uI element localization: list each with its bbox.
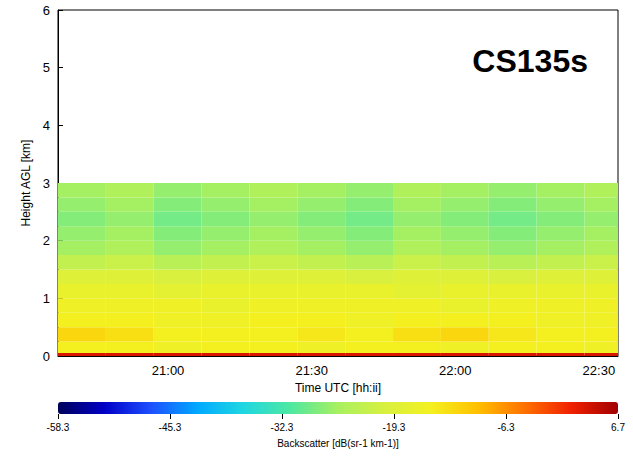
svg-text:3: 3: [43, 176, 50, 191]
svg-text:2: 2: [43, 233, 50, 248]
svg-text:0: 0: [43, 349, 50, 364]
svg-text:-45.3: -45.3: [159, 422, 182, 433]
svg-text:6: 6: [43, 3, 50, 18]
svg-text:-32.3: -32.3: [271, 422, 294, 433]
svg-text:Time UTC [hh:ii]: Time UTC [hh:ii]: [295, 381, 381, 395]
svg-text:1: 1: [43, 291, 50, 306]
svg-text:Backscatter [dB(sr-1 km-1)]: Backscatter [dB(sr-1 km-1)]: [277, 438, 399, 449]
svg-text:22:00: 22:00: [439, 363, 472, 378]
svg-text:CS135s: CS135s: [472, 43, 588, 79]
svg-text:5: 5: [43, 60, 50, 75]
svg-text:21:30: 21:30: [295, 363, 328, 378]
svg-text:21:00: 21:00: [152, 363, 185, 378]
svg-text:Height AGL [km]: Height AGL [km]: [19, 140, 33, 227]
svg-text:22:30: 22:30: [583, 363, 616, 378]
svg-text:-19.3: -19.3: [383, 422, 406, 433]
svg-text:4: 4: [43, 118, 50, 133]
svg-text:-58.3: -58.3: [47, 422, 70, 433]
svg-text:6.7: 6.7: [611, 422, 625, 433]
svg-text:-6.3: -6.3: [497, 422, 515, 433]
